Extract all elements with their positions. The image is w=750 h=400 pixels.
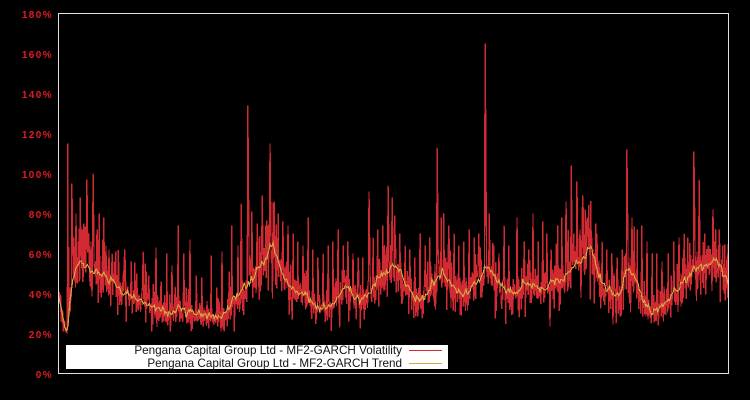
svg-text:Pengana Capital Group Ltd - MF: Pengana Capital Group Ltd - MF2-GARCH Vo…: [134, 344, 402, 357]
svg-text:180%: 180%: [22, 10, 53, 21]
svg-text:40%: 40%: [29, 290, 53, 301]
svg-text:20%: 20%: [29, 330, 53, 341]
svg-text:0%: 0%: [36, 370, 53, 381]
svg-text:160%: 160%: [22, 50, 53, 61]
svg-text:140%: 140%: [22, 90, 53, 101]
svg-text:80%: 80%: [29, 210, 53, 221]
svg-text:Pengana Capital Group Ltd - MF: Pengana Capital Group Ltd - MF2-GARCH Tr…: [147, 357, 402, 370]
svg-text:120%: 120%: [22, 130, 53, 141]
svg-text:100%: 100%: [22, 170, 53, 181]
svg-text:60%: 60%: [29, 250, 53, 261]
